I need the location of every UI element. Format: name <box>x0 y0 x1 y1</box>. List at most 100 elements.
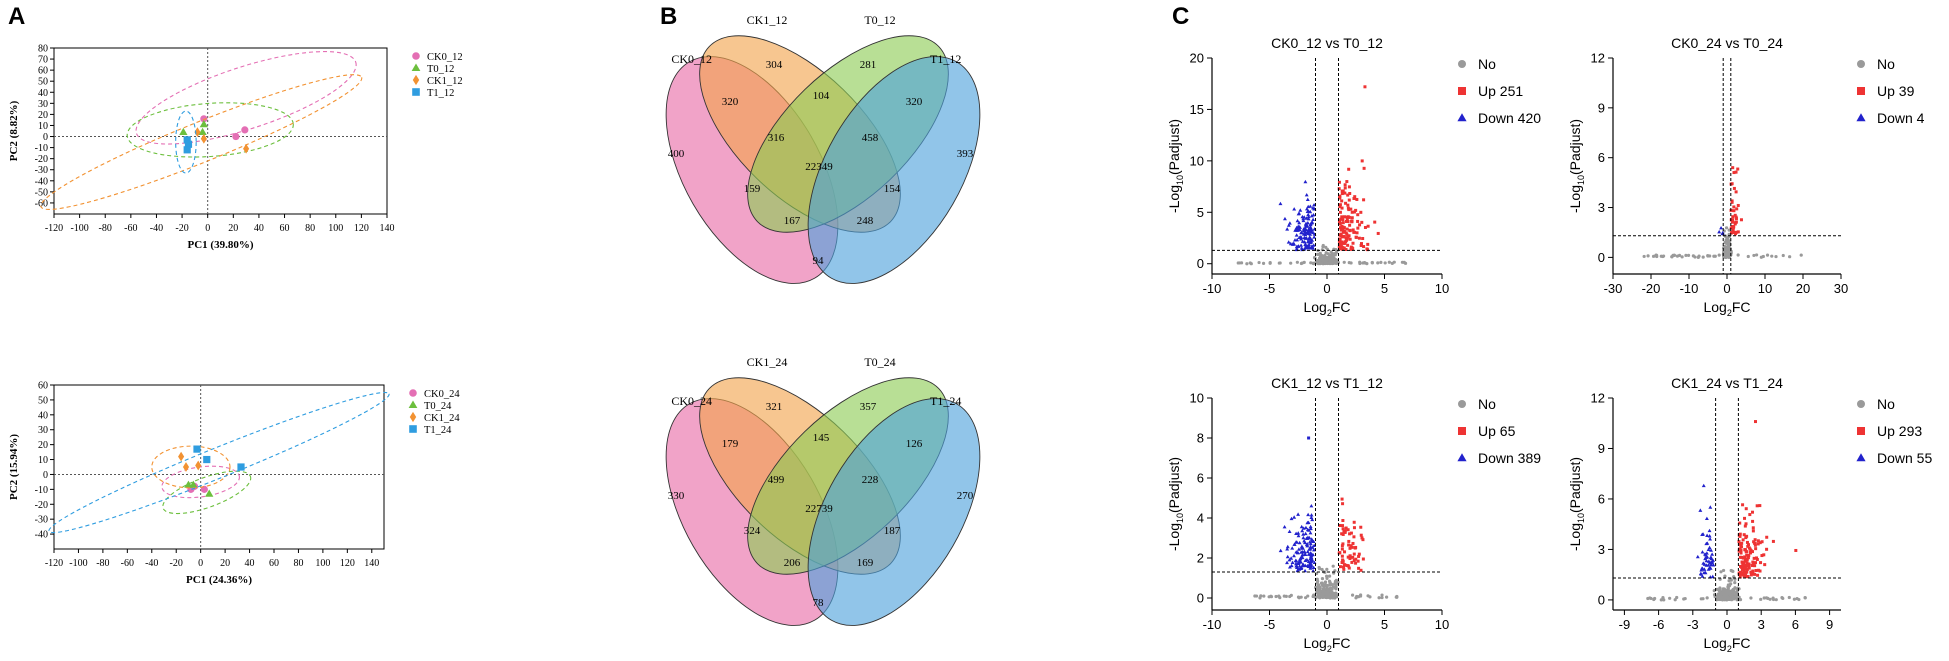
x-tick-label: 10 <box>1758 281 1772 296</box>
venn-region-count: 320 <box>906 96 923 108</box>
up-regulated-point <box>1756 573 1760 577</box>
y-tick-label: 50 <box>38 77 48 88</box>
data-point <box>200 485 208 493</box>
legend-label: CK0_12 <box>427 52 463 63</box>
down-regulated-point <box>1301 535 1306 540</box>
down-regulated-point <box>1704 551 1709 555</box>
x-tick-label: -40 <box>145 558 158 569</box>
legend-marker <box>408 400 418 409</box>
no-change-point <box>1780 596 1784 600</box>
up-regulated-point <box>1341 502 1345 506</box>
up-regulated-point <box>1356 219 1360 223</box>
no-change-point <box>1322 586 1326 590</box>
up-regulated-point <box>1340 246 1344 250</box>
legend-label: Down 4 <box>1877 110 1925 126</box>
no-change-point <box>1383 261 1387 265</box>
up-regulated-point <box>1359 243 1363 247</box>
down-regulated-point <box>1303 531 1308 536</box>
up-regulated-point <box>1345 219 1349 223</box>
no-change-point <box>1380 595 1384 600</box>
no-change-point <box>1659 254 1663 258</box>
no-change-point <box>1729 582 1733 586</box>
plot-title: CK1_12 vs T1_12 <box>1271 375 1383 391</box>
up-regulated-point <box>1338 233 1342 237</box>
up-regulated-point <box>1341 527 1345 531</box>
down-regulated-point <box>1309 245 1314 249</box>
no-change-point <box>1788 255 1792 259</box>
up-regulated-point <box>1337 239 1341 243</box>
x-tick-label: 100 <box>315 558 330 569</box>
x-tick-label: -100 <box>70 223 88 234</box>
no-change-point <box>1728 592 1732 596</box>
y-tick-label: 0 <box>43 132 48 143</box>
down-regulated-point <box>1295 226 1300 231</box>
down-regulated-point <box>1312 235 1317 239</box>
no-change-point <box>1725 235 1729 240</box>
up-regulated-point <box>1744 550 1748 554</box>
legend-label: Up 251 <box>1478 83 1523 99</box>
panel-label-b: B <box>660 3 677 30</box>
down-regulated-point <box>1305 549 1310 554</box>
y-tick-label: 60 <box>38 381 48 392</box>
up-regulated-point <box>1340 192 1344 196</box>
no-change-point <box>1723 255 1728 259</box>
down-regulated-point <box>1301 563 1305 568</box>
up-regulated-point <box>1362 166 1366 170</box>
y-tick-label: 2 <box>1197 551 1204 566</box>
no-change-point <box>1325 592 1329 597</box>
down-regulated-point <box>1703 556 1708 561</box>
no-change-point <box>1317 566 1322 571</box>
down-regulated-point <box>1294 233 1299 237</box>
up-regulated-point <box>1338 196 1342 200</box>
plot-title: CK0_24 vs T0_24 <box>1671 35 1783 51</box>
up-regulated-point <box>1747 554 1751 558</box>
up-regulated-point <box>1752 556 1756 560</box>
down-regulated-point <box>1306 216 1311 221</box>
no-change-point <box>1705 596 1709 600</box>
no-change-point <box>1716 595 1720 599</box>
up-regulated-point <box>1794 548 1798 552</box>
venn-region-count: 228 <box>862 474 879 486</box>
down-regulated-point <box>1285 227 1290 231</box>
legend-marker <box>412 88 420 96</box>
y-tick-label: -40 <box>35 530 48 541</box>
y-tick-label: -10 <box>35 143 48 154</box>
down-regulated-point <box>1309 537 1314 541</box>
down-regulated-point <box>1308 541 1313 546</box>
up-regulated-point <box>1357 236 1361 240</box>
no-change-point <box>1646 254 1650 258</box>
down-regulated-point <box>1306 214 1311 219</box>
no-change-point <box>1328 580 1332 584</box>
up-regulated-point <box>1344 526 1348 530</box>
down-regulated-point <box>1304 206 1309 211</box>
up-regulated-point <box>1340 199 1344 203</box>
no-change-point <box>1781 253 1785 258</box>
down-regulated-point <box>1294 540 1298 544</box>
venn-region-count: 320 <box>722 96 739 108</box>
x-tick-label: -20 <box>175 223 188 234</box>
up-regulated-point <box>1353 546 1357 550</box>
no-change-point <box>1648 596 1652 600</box>
no-change-point <box>1366 594 1370 598</box>
y-tick-label: 12 <box>1591 51 1605 66</box>
up-regulated-point <box>1359 533 1363 537</box>
up-regulated-point <box>1342 234 1346 238</box>
up-regulated-point <box>1348 223 1352 227</box>
y-tick-label: 6 <box>1197 471 1204 486</box>
up-regulated-point <box>1732 209 1736 213</box>
y-tick-label: 0 <box>1598 250 1605 265</box>
up-regulated-point <box>1729 226 1733 230</box>
no-change-point <box>1727 250 1731 254</box>
no-change-point <box>1770 254 1774 258</box>
down-regulated-point <box>1286 240 1291 244</box>
up-regulated-point <box>1740 568 1744 572</box>
no-change-point <box>1726 238 1730 242</box>
no-change-point <box>1316 584 1320 589</box>
down-regulated-point <box>1701 483 1706 488</box>
y-tick-label: -20 <box>35 154 48 165</box>
volcano-plot-ck0-24-vs-t0-24: -30 -20 -10 0 10 20 30 0 3 6 9 12 CK0_24 vs T0_24 Log… <box>1567 35 1925 318</box>
y-tick-label: 20 <box>38 110 48 121</box>
x-tick-label: -80 <box>96 558 109 569</box>
no-change-point <box>1738 598 1743 602</box>
no-change-point <box>1686 253 1691 257</box>
